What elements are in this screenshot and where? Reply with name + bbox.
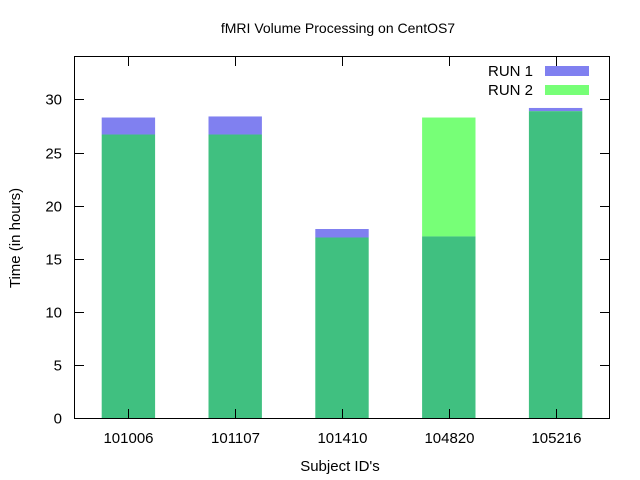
bars-group: [101, 107, 583, 419]
x-tick-label: 104820: [424, 430, 474, 447]
y-tick-label: 15: [45, 252, 62, 269]
legend: RUN 1 RUN 2: [488, 63, 589, 99]
bar-run1-101006: [101, 117, 156, 135]
legend-label: RUN 1: [488, 63, 533, 80]
bar-overlap-101107: [208, 134, 262, 418]
y-axis: 0 5 10 15 20 25 30: [45, 92, 609, 428]
y-tick-label: 0: [54, 411, 62, 428]
bar-overlap-101410: [315, 237, 369, 418]
x-axis: 101006 101107 101410 104820 105216: [103, 57, 582, 447]
bar-run2-104820: [422, 117, 476, 237]
plot-frame: [74, 56, 610, 419]
bar-overlap-104820: [422, 236, 476, 418]
legend-label: RUN 2: [488, 82, 533, 99]
y-tick-label: 5: [54, 358, 62, 375]
y-axis-label: Time (in hours): [7, 188, 24, 288]
chart-title: fMRI Volume Processing on CentOS7: [221, 20, 455, 36]
x-tick-label: 101006: [103, 430, 153, 447]
legend-swatch: [545, 85, 589, 95]
y-tick-label: 10: [45, 305, 62, 322]
x-tick-label: 101410: [317, 430, 367, 447]
bar-run1-105216: [528, 107, 583, 112]
bar-overlap-105216: [528, 111, 583, 419]
legend-swatch: [545, 66, 589, 76]
x-axis-label: Subject ID's: [300, 458, 380, 475]
bar-run1-101410: [315, 229, 369, 238]
x-tick-label: 105216: [531, 430, 581, 447]
bar-overlap-101006: [101, 134, 156, 418]
y-tick-label: 30: [45, 92, 62, 109]
y-tick-label: 25: [45, 146, 62, 163]
x-tick-label: 101107: [211, 430, 260, 447]
bar-run1-101107: [208, 116, 262, 135]
y-tick-label: 20: [45, 199, 62, 216]
